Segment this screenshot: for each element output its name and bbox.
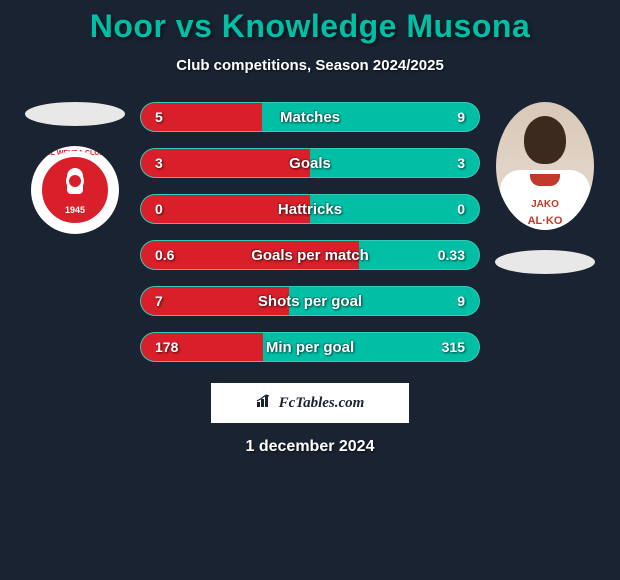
left-name-pill: [25, 102, 125, 126]
stat-right-value: 315: [442, 339, 465, 355]
date-text: 1 december 2024: [0, 438, 620, 456]
chart-icon: [256, 394, 274, 413]
stat-bar-left-fill: [141, 149, 310, 177]
jersey-sponsor: AL·KO: [528, 215, 563, 227]
player-portrait: JAKO AL·KO: [496, 102, 594, 230]
ring-icon: [66, 172, 84, 190]
attribution-text: FcTables.com: [279, 395, 365, 412]
stat-right-value: 9: [457, 293, 465, 309]
comparison-row: AL WEHDA CLUB 1945 59Matches33Goals00Hat…: [0, 102, 620, 362]
stat-bar: 00Hattricks: [140, 194, 480, 224]
stat-left-value: 0.6: [155, 247, 174, 263]
stat-left-value: 7: [155, 293, 163, 309]
stat-right-value: 0: [457, 201, 465, 217]
stat-left-value: 3: [155, 155, 163, 171]
right-player-photo: JAKO AL·KO: [496, 102, 594, 230]
jersey-brand: JAKO: [531, 199, 559, 210]
stat-right-value: 0.33: [438, 247, 465, 263]
right-player-column: JAKO AL·KO: [492, 102, 598, 274]
shield-icon: 1945: [36, 151, 114, 229]
subtitle: Club competitions, Season 2024/2025: [0, 57, 620, 74]
badge-year: 1945: [65, 205, 85, 215]
stat-left-value: 5: [155, 109, 163, 125]
stat-bar: 79Shots per goal: [140, 286, 480, 316]
right-name-pill: [495, 250, 595, 274]
stat-bar: 59Matches: [140, 102, 480, 132]
stat-left-value: 0: [155, 201, 163, 217]
stat-left-value: 178: [155, 339, 178, 355]
player-head-icon: [524, 116, 566, 164]
stat-bar: 178315Min per goal: [140, 332, 480, 362]
stat-bar: 33Goals: [140, 148, 480, 178]
left-player-column: AL WEHDA CLUB 1945: [22, 102, 128, 234]
stat-bar-left-fill: [141, 195, 310, 223]
page-title: Noor vs Knowledge Musona: [0, 8, 620, 45]
stat-right-value: 3: [457, 155, 465, 171]
stats-column: 59Matches33Goals00Hattricks0.60.33Goals …: [140, 102, 480, 362]
badge-emblem: [57, 168, 93, 208]
stat-bar-left-fill: [141, 287, 289, 315]
left-club-badge: AL WEHDA CLUB 1945: [31, 146, 119, 234]
stat-bar: 0.60.33Goals per match: [140, 240, 480, 270]
jersey-collar: [530, 174, 560, 186]
infographic-container: Noor vs Knowledge Musona Club competitio…: [0, 0, 620, 580]
attribution-badge: FcTables.com: [210, 382, 410, 424]
stat-right-value: 9: [457, 109, 465, 125]
